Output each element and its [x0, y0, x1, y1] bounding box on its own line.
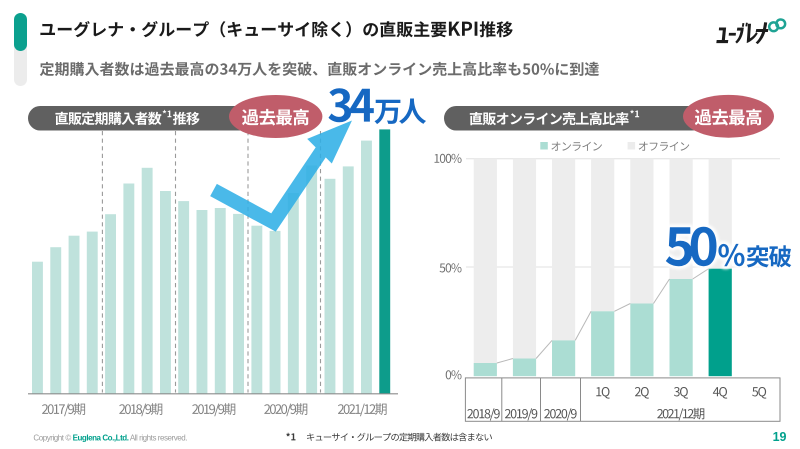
svg-text:19: 19 [773, 430, 787, 444]
svg-text:Copyright © Euglena Co.,Ltd. A: Copyright © Euglena Co.,Ltd. All rights … [33, 433, 187, 442]
